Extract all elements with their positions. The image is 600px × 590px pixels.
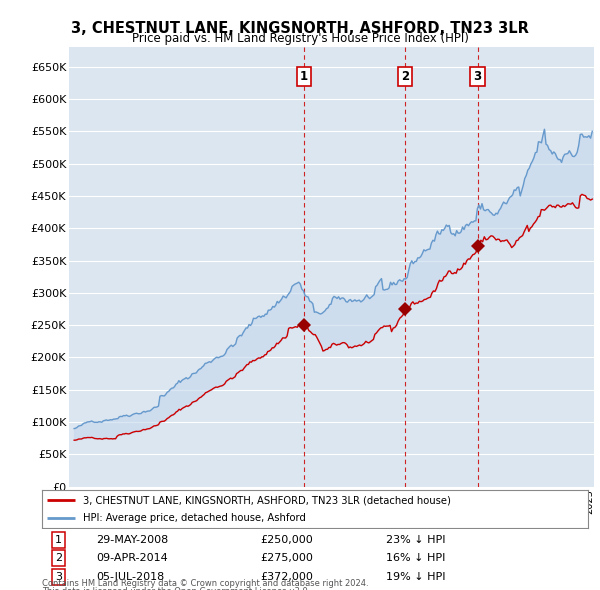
Text: 16% ↓ HPI: 16% ↓ HPI: [386, 553, 445, 563]
Text: 23% ↓ HPI: 23% ↓ HPI: [386, 535, 445, 545]
Text: £250,000: £250,000: [260, 535, 313, 545]
Text: This data is licensed under the Open Government Licence v3.0.: This data is licensed under the Open Gov…: [42, 587, 310, 590]
Text: £372,000: £372,000: [260, 572, 313, 582]
Text: 1: 1: [300, 70, 308, 83]
Text: Contains HM Land Registry data © Crown copyright and database right 2024.: Contains HM Land Registry data © Crown c…: [42, 579, 368, 588]
Text: 2: 2: [55, 553, 62, 563]
Text: 29-MAY-2008: 29-MAY-2008: [97, 535, 169, 545]
Text: 05-JUL-2018: 05-JUL-2018: [97, 572, 165, 582]
Text: £275,000: £275,000: [260, 553, 313, 563]
Text: HPI: Average price, detached house, Ashford: HPI: Average price, detached house, Ashf…: [83, 513, 306, 523]
Text: 3: 3: [55, 572, 62, 582]
Text: 09-APR-2014: 09-APR-2014: [97, 553, 169, 563]
Text: 1: 1: [55, 535, 62, 545]
Text: 2: 2: [401, 70, 409, 83]
Text: 19% ↓ HPI: 19% ↓ HPI: [386, 572, 445, 582]
Text: 3: 3: [473, 70, 482, 83]
Text: Price paid vs. HM Land Registry's House Price Index (HPI): Price paid vs. HM Land Registry's House …: [131, 32, 469, 45]
Text: 3, CHESTNUT LANE, KINGSNORTH, ASHFORD, TN23 3LR (detached house): 3, CHESTNUT LANE, KINGSNORTH, ASHFORD, T…: [83, 496, 451, 506]
Text: 3, CHESTNUT LANE, KINGSNORTH, ASHFORD, TN23 3LR: 3, CHESTNUT LANE, KINGSNORTH, ASHFORD, T…: [71, 21, 529, 35]
